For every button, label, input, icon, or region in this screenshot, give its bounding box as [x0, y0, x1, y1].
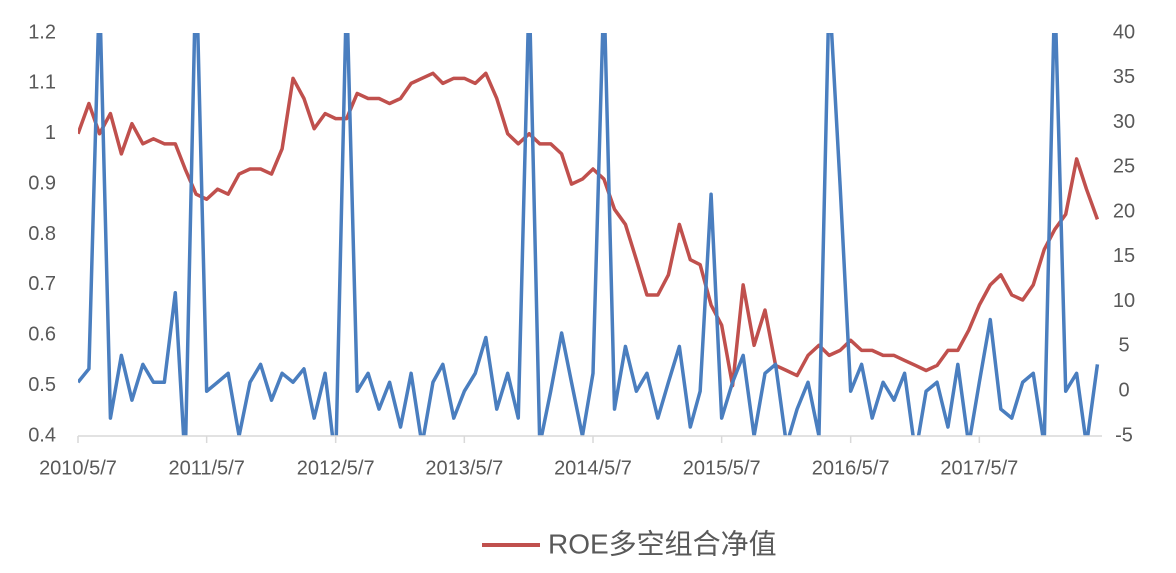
y-tick-label: 0.7 [28, 273, 56, 295]
y-tick-label: 1 [45, 122, 56, 144]
y2-tick-label: 10 [1113, 290, 1135, 312]
y2-tick-label: 30 [1113, 111, 1135, 133]
x-tick-label: 2011/5/7 [168, 457, 244, 479]
y-tick-label: 0.4 [28, 424, 56, 446]
y-tick-label: 0.8 [28, 223, 56, 245]
series-line [78, 71, 1100, 388]
y2-tick-label: 40 [1113, 21, 1135, 43]
y-tick-label: 1.1 [28, 72, 56, 94]
x-tick-label: 2013/5/7 [425, 457, 503, 479]
x-tick-label: 2017/5/7 [940, 457, 1018, 479]
y2-tick-label: 20 [1113, 200, 1135, 222]
y2-tick-label: 15 [1113, 245, 1135, 267]
y-tick-label: 0.5 [28, 374, 56, 396]
x-tick-label: 2015/5/7 [683, 457, 761, 479]
y-tick-label: 0.9 [28, 172, 56, 194]
y-tick-label: 0.6 [28, 324, 56, 346]
x-tick-label: 2012/5/7 [297, 457, 375, 479]
x-tick-label: 2014/5/7 [554, 457, 632, 479]
y2-tick-label: 0 [1118, 380, 1129, 402]
series-line [78, 33, 1100, 436]
y2-tick-label: 35 [1113, 66, 1135, 88]
plot-area [78, 33, 1100, 436]
y2-tick-label: -5 [1115, 424, 1133, 446]
y2-tick-label: 5 [1118, 335, 1129, 357]
legend-label: ROE多空组合净值 [548, 528, 777, 559]
y-tick-label: 1.2 [28, 21, 56, 43]
x-tick-label: 2016/5/7 [812, 457, 890, 479]
y2-tick-label: 25 [1113, 156, 1135, 178]
x-tick-label: 2010/5/7 [39, 457, 117, 479]
